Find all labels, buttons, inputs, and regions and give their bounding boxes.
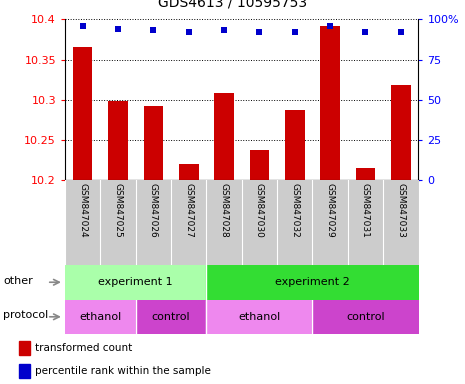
Bar — [285, 110, 305, 180]
Text: ethanol: ethanol — [239, 312, 280, 322]
Text: control: control — [152, 312, 191, 322]
Text: GSM847026: GSM847026 — [149, 183, 158, 238]
Bar — [65, 300, 136, 334]
Text: GSM847029: GSM847029 — [326, 183, 335, 238]
Text: transformed count: transformed count — [35, 343, 132, 353]
Text: GSM847028: GSM847028 — [219, 183, 229, 238]
Text: percentile rank within the sample: percentile rank within the sample — [35, 366, 211, 376]
Text: experiment 2: experiment 2 — [275, 277, 350, 287]
Bar — [19, 364, 30, 378]
Text: protocol: protocol — [3, 310, 48, 320]
Bar — [312, 300, 418, 334]
Bar — [250, 150, 269, 180]
Bar — [144, 106, 163, 180]
Text: GSM847024: GSM847024 — [78, 183, 87, 238]
Bar — [108, 101, 128, 180]
Text: other: other — [3, 275, 33, 286]
Text: GSM847031: GSM847031 — [361, 183, 370, 238]
Bar — [320, 26, 340, 180]
Point — [291, 29, 299, 35]
Text: GSM847033: GSM847033 — [396, 183, 405, 238]
Text: ethanol: ethanol — [80, 312, 121, 322]
Point — [185, 29, 193, 35]
Point — [326, 23, 334, 29]
Bar — [73, 47, 93, 180]
Bar — [206, 265, 418, 300]
Text: experiment 1: experiment 1 — [99, 277, 173, 287]
Bar — [391, 85, 411, 180]
Text: control: control — [346, 312, 385, 322]
Bar — [179, 164, 199, 180]
Bar — [136, 300, 206, 334]
Point — [79, 23, 86, 29]
Text: GSM847025: GSM847025 — [113, 183, 123, 238]
Point — [256, 29, 263, 35]
Bar — [65, 265, 206, 300]
Text: GDS4613 / 10595753: GDS4613 / 10595753 — [158, 0, 307, 10]
Text: GSM847027: GSM847027 — [184, 183, 193, 238]
Bar — [356, 168, 375, 180]
Point — [114, 26, 122, 32]
Text: GSM847030: GSM847030 — [255, 183, 264, 238]
Bar — [19, 341, 30, 355]
Point — [362, 29, 369, 35]
Bar — [206, 300, 312, 334]
Bar — [214, 93, 234, 180]
Point — [150, 27, 157, 33]
Text: GSM847032: GSM847032 — [290, 183, 299, 238]
Point — [220, 27, 228, 33]
Point — [397, 29, 405, 35]
